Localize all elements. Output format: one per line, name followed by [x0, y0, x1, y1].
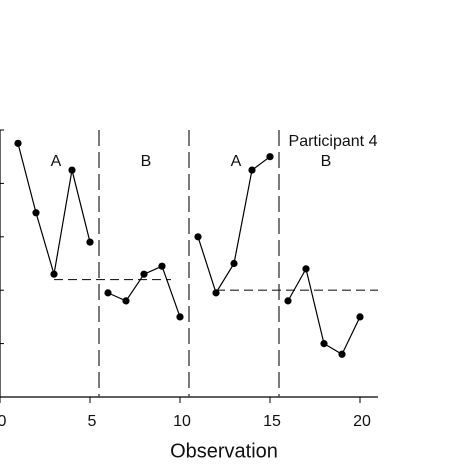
data-point — [248, 166, 256, 174]
data-point — [266, 153, 274, 161]
x-tick-label: 15 — [263, 413, 281, 430]
phase-label: A — [51, 153, 62, 170]
data-point — [158, 262, 166, 270]
data-point — [320, 340, 328, 348]
x-axis-label: Observation — [170, 440, 278, 462]
data-point — [284, 297, 292, 305]
data-point — [50, 270, 58, 278]
phase-label: B — [141, 153, 152, 170]
x-tick-label: 10 — [173, 413, 191, 430]
x-tick-label: 0 — [0, 413, 7, 430]
data-point — [356, 313, 364, 321]
data-point — [32, 209, 40, 217]
data-point — [104, 289, 112, 297]
data-point — [122, 297, 130, 305]
x-tick-label: 20 — [353, 413, 371, 430]
data-point — [194, 233, 202, 241]
data-point — [140, 270, 148, 278]
annotation: Participant 4 — [289, 133, 378, 150]
data-point — [86, 238, 94, 246]
data-point — [212, 289, 220, 297]
data-point — [338, 350, 346, 358]
x-tick-label: 5 — [88, 413, 97, 430]
data-line — [197, 156, 271, 295]
data-point — [68, 166, 76, 174]
data-point — [176, 313, 184, 321]
data-point — [230, 259, 238, 268]
phase-label: B — [321, 153, 332, 170]
data-point — [14, 139, 22, 147]
phase-label: A — [231, 153, 242, 170]
data-point — [302, 265, 310, 273]
